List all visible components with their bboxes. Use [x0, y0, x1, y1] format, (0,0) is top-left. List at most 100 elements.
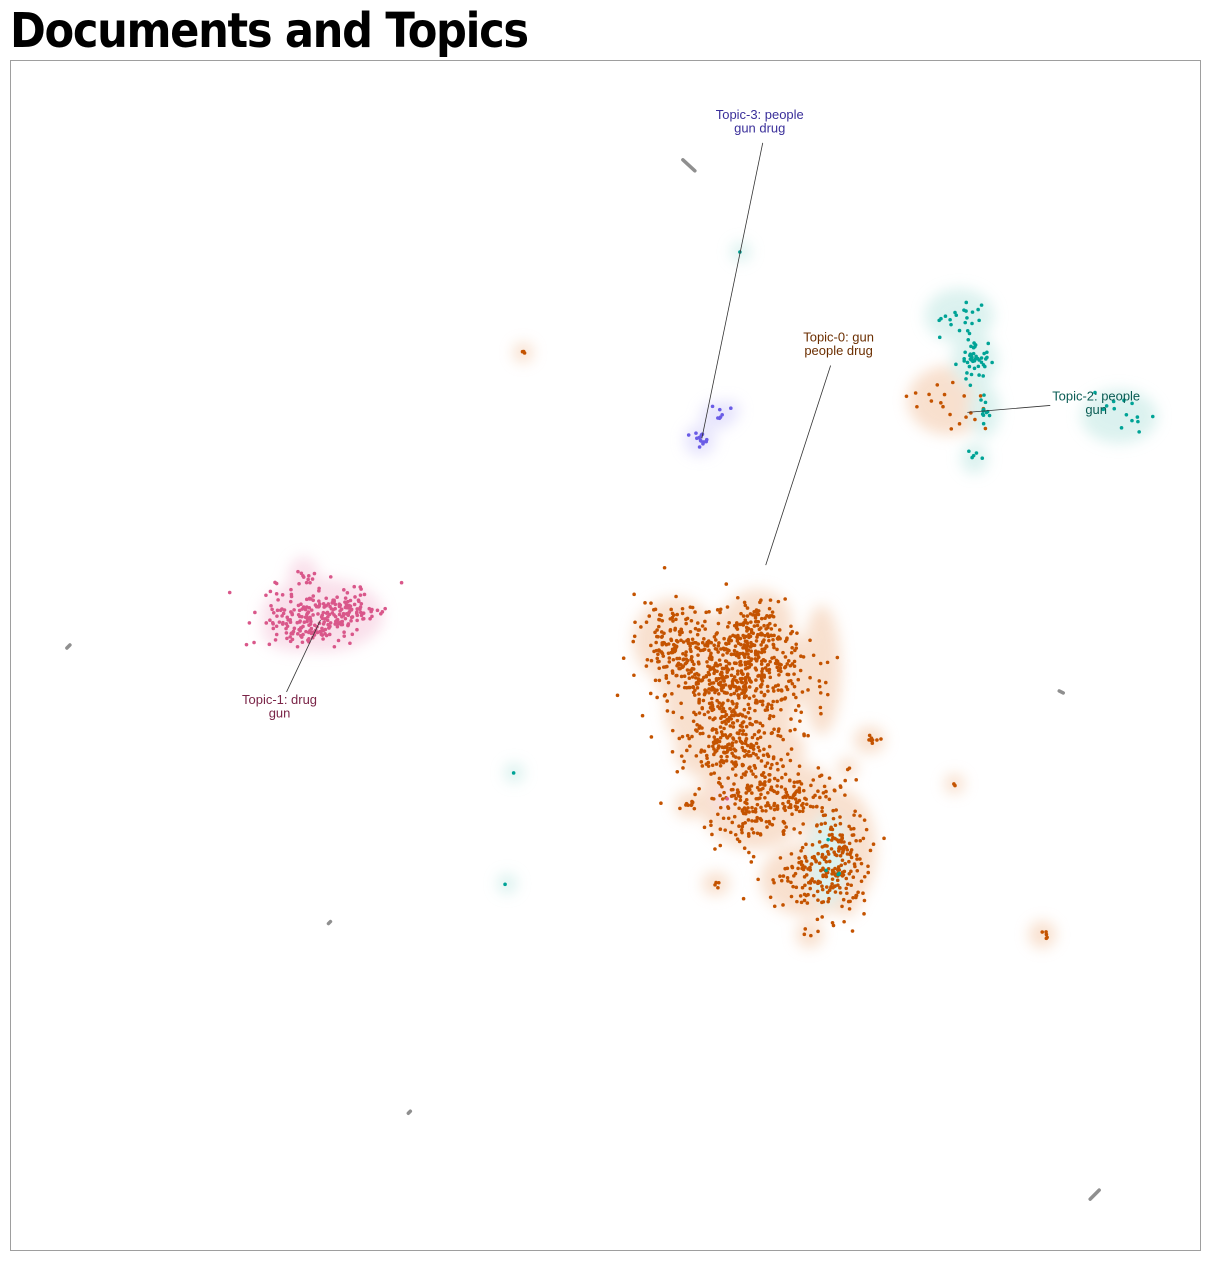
- document-point: [693, 693, 697, 697]
- document-point: [743, 603, 748, 608]
- document-point: [290, 637, 295, 642]
- document-point: [777, 663, 782, 667]
- document-point: [721, 816, 726, 821]
- document-point: [803, 927, 808, 931]
- document-point: [247, 621, 252, 625]
- document-point: [812, 893, 816, 898]
- document-point: [838, 891, 843, 895]
- document-point: [335, 595, 339, 600]
- document-point: [737, 655, 741, 660]
- document-point: [798, 719, 802, 723]
- document-point: [800, 866, 804, 871]
- document-point: [812, 880, 817, 884]
- document-point: [367, 606, 372, 611]
- document-point: [788, 805, 793, 810]
- document-point: [755, 831, 760, 836]
- document-point: [741, 684, 746, 689]
- document-point: [631, 639, 636, 644]
- document-point: [321, 637, 325, 641]
- topic-1-label-line: Topic-1: drug: [242, 692, 317, 707]
- document-point: [679, 754, 684, 758]
- document-point: [826, 899, 830, 904]
- document-point: [808, 638, 812, 643]
- document-point: [736, 790, 741, 795]
- document-point: [824, 789, 828, 794]
- document-point: [707, 648, 711, 653]
- document-point: [745, 614, 750, 618]
- document-point: [830, 877, 835, 881]
- document-point: [713, 646, 718, 651]
- document-point: [339, 607, 344, 612]
- document-point: [330, 611, 335, 615]
- document-point: [696, 679, 701, 683]
- outlier-point: [406, 1109, 413, 1115]
- document-point: [699, 760, 704, 764]
- document-point: [753, 688, 758, 693]
- document-point: [695, 621, 700, 625]
- document-point: [346, 605, 351, 610]
- document-point: [983, 364, 987, 369]
- document-point: [776, 599, 781, 604]
- topic-2-leader-line: [967, 405, 1051, 413]
- document-point: [310, 630, 315, 635]
- document-point: [684, 653, 688, 658]
- document-point: [640, 713, 645, 718]
- document-point: [796, 677, 801, 682]
- document-point: [777, 628, 782, 632]
- document-point: [337, 604, 342, 609]
- document-points-layer: [227, 250, 1155, 941]
- document-point: [715, 688, 719, 692]
- document-point: [729, 638, 734, 643]
- document-point: [321, 602, 326, 606]
- document-point: [715, 664, 720, 668]
- document-point: [644, 620, 649, 625]
- document-point: [776, 668, 781, 673]
- document-point: [653, 678, 658, 683]
- document-point: [718, 843, 723, 848]
- document-point: [696, 653, 700, 657]
- document-point: [748, 722, 752, 726]
- document-point: [701, 731, 705, 736]
- document-point: [732, 648, 737, 653]
- document-point: [794, 695, 798, 700]
- document-point: [714, 762, 719, 766]
- document-point: [847, 871, 852, 876]
- topic-3-leader-line: [701, 142, 764, 439]
- document-point: [981, 374, 985, 378]
- document-point: [743, 820, 747, 825]
- document-point: [699, 750, 703, 754]
- document-point: [741, 896, 746, 901]
- document-point: [747, 633, 751, 637]
- document-point: [697, 726, 701, 730]
- document-point: [771, 714, 776, 719]
- document-point: [340, 619, 345, 624]
- document-point: [772, 645, 776, 650]
- document-point: [660, 634, 665, 639]
- document-point: [789, 852, 794, 856]
- document-point: [815, 889, 820, 894]
- document-point: [693, 626, 698, 631]
- document-point: [798, 831, 802, 835]
- document-point: [280, 593, 285, 597]
- document-point: [858, 838, 863, 843]
- document-point: [779, 785, 784, 789]
- document-point: [716, 650, 720, 654]
- document-point: [358, 605, 363, 609]
- document-point: [710, 655, 714, 660]
- document-point: [726, 816, 731, 821]
- document-point: [732, 762, 736, 766]
- document-point: [795, 780, 800, 784]
- document-point: [949, 322, 953, 327]
- document-point: [674, 594, 678, 599]
- document-point: [744, 797, 749, 802]
- document-point: [948, 412, 952, 417]
- document-point: [843, 861, 847, 866]
- document-point: [227, 590, 232, 595]
- document-point: [776, 635, 781, 639]
- document-point: [750, 745, 755, 750]
- document-point: [844, 876, 849, 881]
- document-point: [649, 643, 653, 648]
- document-point: [837, 871, 841, 876]
- document-point: [772, 689, 776, 693]
- document-point: [781, 829, 786, 834]
